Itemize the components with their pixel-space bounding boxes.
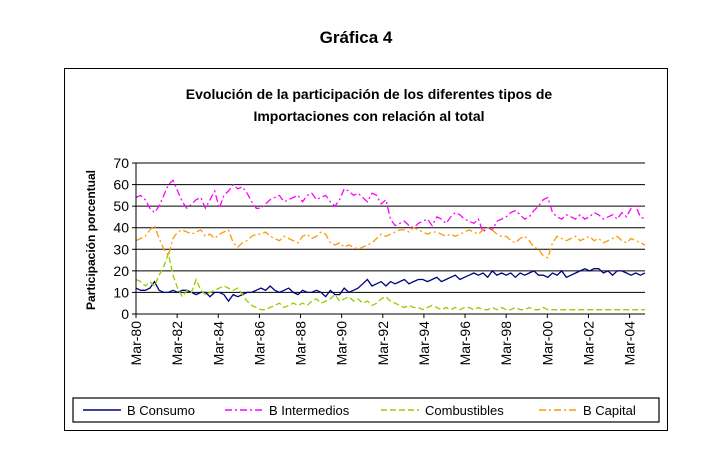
x-tick-label: Mar-88 bbox=[293, 321, 309, 366]
x-tick-label: Mar-98 bbox=[498, 321, 514, 366]
series-line-combustibles bbox=[135, 251, 645, 311]
series-line-b-intermedios bbox=[135, 179, 646, 234]
legend-label: Combustibles bbox=[425, 403, 504, 418]
y-tick-label: 20 bbox=[113, 263, 129, 279]
series-line-b-consumo bbox=[135, 267, 646, 303]
legend-box bbox=[72, 397, 660, 423]
figure-title: Gráfica 4 bbox=[319, 28, 393, 47]
legend-label: B Consumo bbox=[127, 403, 195, 418]
x-tick-label: Mar-02 bbox=[580, 321, 596, 366]
x-tick-label: Mar-86 bbox=[251, 321, 267, 366]
line-chart: Evolución de la participación de los dif… bbox=[72, 86, 660, 423]
x-tick-label: Mar-96 bbox=[457, 321, 473, 366]
x-tick-label: Mar-82 bbox=[169, 321, 185, 366]
legend-label: B Intermedios bbox=[269, 403, 350, 418]
x-tick-label: Mar-90 bbox=[334, 321, 350, 366]
y-tick-label: 10 bbox=[113, 284, 129, 300]
chart-title-line2: Importaciones con relación al total bbox=[253, 108, 484, 124]
y-tick-label: 0 bbox=[121, 306, 129, 322]
x-tick-label: Mar-92 bbox=[375, 321, 391, 366]
y-axis-label: Participación porcentual bbox=[84, 170, 98, 310]
x-tick-label: Mar-84 bbox=[210, 321, 226, 366]
x-tick-label: Mar-94 bbox=[416, 321, 432, 366]
y-tick-label: 40 bbox=[113, 220, 129, 236]
y-tick-label: 50 bbox=[113, 198, 129, 214]
chart-title-line1: Evolución de la participación de los dif… bbox=[186, 86, 553, 102]
y-tick-label: 60 bbox=[113, 177, 129, 193]
legend-label: B Capital bbox=[583, 403, 636, 418]
y-tick-label: 70 bbox=[113, 155, 129, 171]
x-tick-label: Mar-04 bbox=[622, 321, 638, 366]
x-tick-label: Mar-00 bbox=[539, 321, 555, 366]
series-line-b-capital bbox=[135, 224, 646, 259]
chart-frame: Evolución de la participación de los dif… bbox=[64, 68, 668, 431]
y-tick-label: 30 bbox=[113, 241, 129, 257]
x-tick-label: Mar-80 bbox=[128, 321, 144, 366]
